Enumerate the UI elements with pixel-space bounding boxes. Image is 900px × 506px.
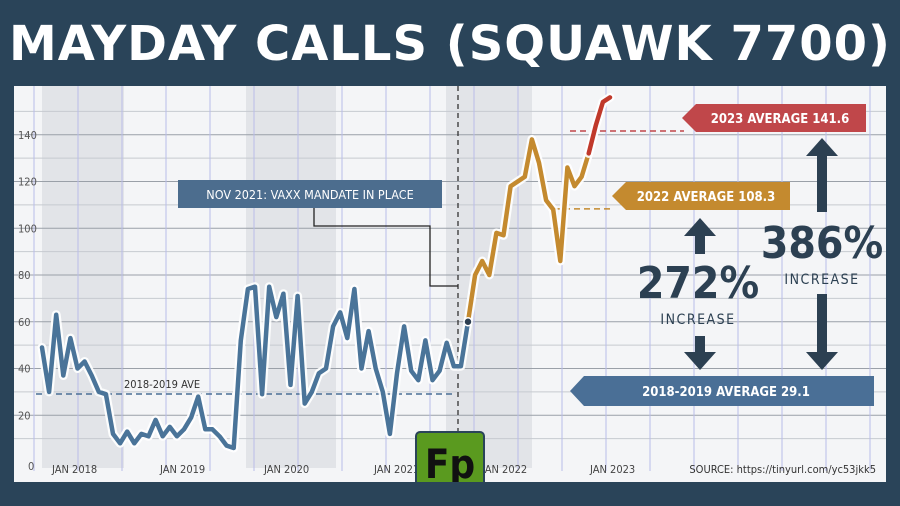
source-label: SOURCE: https://tinyurl.com/yc53jkk5 <box>689 463 876 476</box>
arrow-up-386 <box>806 138 838 212</box>
y-tick-label: 80 <box>18 269 31 282</box>
series-line-3 <box>586 95 613 156</box>
baseline-label: 2018-2019 AVE <box>124 378 200 391</box>
increase-label: INCREASE <box>660 312 735 328</box>
mayday-line-chart: 20 40 60 80 100 120 140 0 JAN 2018 JAN 2019 JAN 2… <box>14 86 886 493</box>
page-title: MAYDAY CALLS (SQUAWK 7700) <box>9 16 891 72</box>
y-tick-label: 120 <box>18 176 37 189</box>
arrow-down-272 <box>684 336 716 370</box>
year-band <box>246 86 336 468</box>
vaxx-label: NOV 2021: VAXX MANDATE IN PLACE <box>206 187 413 202</box>
series-line-1 <box>39 284 471 451</box>
x-tick-label: JAN 2023 <box>589 463 635 476</box>
y-tick-label: 100 <box>18 222 37 235</box>
y-tick-label: 0 <box>28 460 34 473</box>
y-tick-label: 60 <box>18 316 31 329</box>
vaxx-leader-line <box>313 198 458 287</box>
mandate-point <box>463 317 473 327</box>
vaxx-label-box <box>178 180 442 208</box>
avg-2022-label-box <box>612 182 790 210</box>
avg-2018-2019-label-box <box>570 376 874 406</box>
avg-2023-label: 2023 AVERAGE 141.6 <box>711 112 850 127</box>
series-line-2 <box>465 137 591 325</box>
arrow-up-272 <box>684 218 716 254</box>
x-tick-label: JAN 2019 <box>159 463 205 476</box>
x-tick-label: JAN 2022 <box>481 463 527 476</box>
avg-2018-2019-label: 2018-2019 AVERAGE 29.1 <box>642 385 810 400</box>
y-tick-label: 40 <box>18 363 31 376</box>
avg-2022-label: 2022 AVERAGE 108.3 <box>637 190 776 205</box>
chart-container: 20 40 60 80 100 120 140 0 JAN 2018 JAN 2019 JAN 2… <box>14 86 886 493</box>
x-tick-label: JAN 2020 <box>263 463 309 476</box>
x-tick-label: JAN 2021 <box>373 463 419 476</box>
y-tick-label: 140 <box>18 129 37 142</box>
y-tick-label: 20 <box>18 409 31 422</box>
fp-logo-text: Fp <box>425 442 475 482</box>
pct-386-label: 386% <box>761 218 883 269</box>
pct-272-label: 272% <box>637 258 759 309</box>
increase-label: INCREASE <box>784 272 859 288</box>
arrow-down-386 <box>806 294 838 370</box>
x-tick-label: JAN 2018 <box>51 463 97 476</box>
avg-2023-label-box <box>682 104 866 132</box>
